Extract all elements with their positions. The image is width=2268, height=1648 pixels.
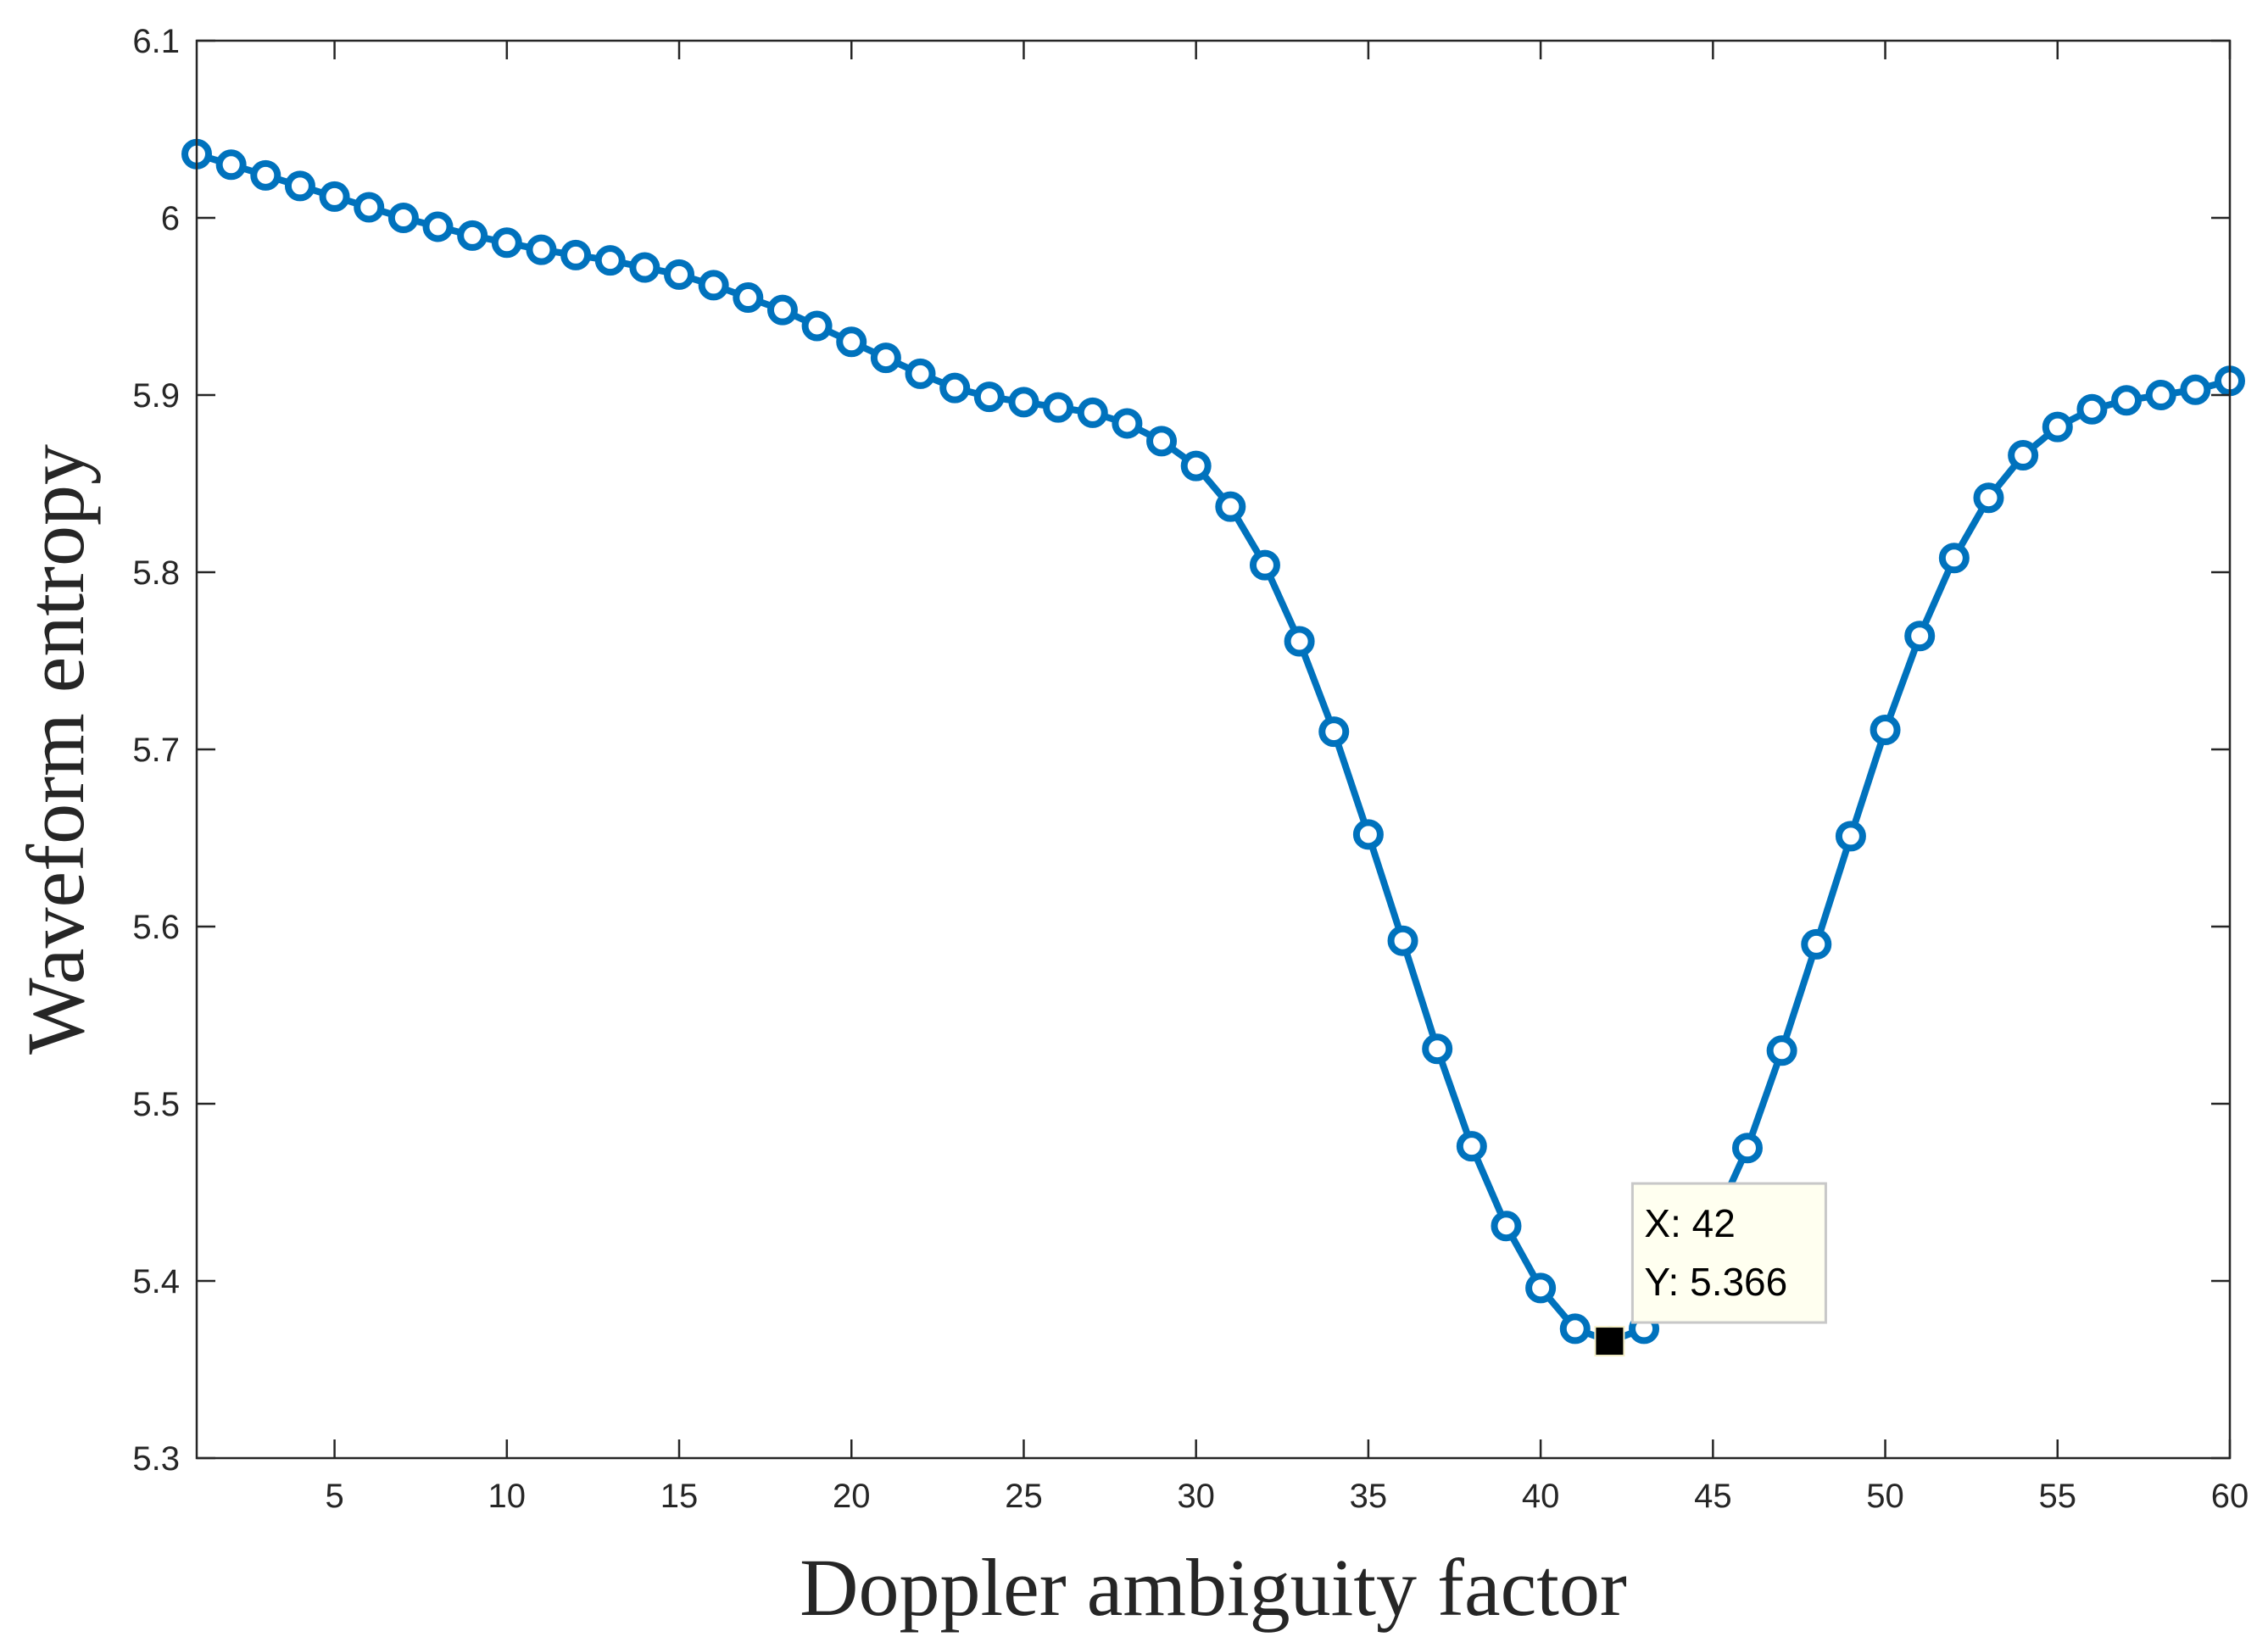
y-tick-label: 5.3: [132, 1440, 180, 1478]
x-tick-label: 35: [1350, 1478, 1388, 1515]
x-axis-title: Doppler ambiguity factor: [800, 1542, 1627, 1633]
data-point: [2008, 440, 2039, 471]
data-point: [2111, 385, 2143, 416]
data-point: [733, 282, 764, 314]
data-point: [973, 381, 1005, 413]
x-axis-ticks: 5 10 15 20 25 30 35 40 45 50 55 60: [325, 41, 2248, 1515]
y-tick-label: 5.6: [132, 909, 180, 946]
data-point: [594, 245, 626, 276]
data-point: [560, 239, 592, 270]
data-point: [801, 310, 833, 342]
data-point: [1491, 1211, 1522, 1242]
y-tick-label: 5.8: [132, 554, 180, 592]
data-point: [1352, 819, 1384, 850]
y-axis-title: Waveform entropy: [10, 444, 101, 1055]
data-point: [1422, 1033, 1453, 1065]
x-tick-label: 20: [833, 1478, 871, 1515]
y-tick-label: 5.4: [132, 1263, 180, 1300]
plot-area: [197, 41, 2230, 1458]
datatip[interactable]: X: 42 Y: 5.366: [1594, 1182, 1827, 1357]
data-point: [284, 170, 315, 202]
data-point: [1284, 626, 1315, 657]
data-point: [1835, 821, 1866, 852]
data-point: [1904, 621, 1936, 652]
data-point: [1008, 387, 1039, 418]
y-tick-label: 5.5: [132, 1086, 180, 1123]
data-point: [422, 211, 454, 242]
data-point: [2042, 411, 2073, 443]
x-tick-label: 25: [1005, 1478, 1043, 1515]
data-point: [664, 259, 695, 290]
data-point: [629, 252, 660, 283]
x-tick-label: 50: [1866, 1478, 1904, 1515]
data-point: [491, 227, 522, 259]
x-tick-label: 45: [1694, 1478, 1732, 1515]
x-tick-label: 40: [1522, 1478, 1560, 1515]
data-point: [1973, 482, 2004, 514]
data-point: [1249, 549, 1280, 581]
x-tick-label: 5: [325, 1478, 343, 1515]
y-axis-ticks: 5.3 5.4 5.5 5.6 5.7 5.8 5.9 6 6.1: [132, 23, 2230, 1478]
y-tick-label: 5.7: [132, 732, 180, 769]
x-tick-label: 30: [1177, 1478, 1215, 1515]
data-point: [1731, 1133, 1763, 1164]
data-point: [939, 372, 971, 404]
data-point: [1801, 928, 1832, 960]
data-point: [1559, 1313, 1591, 1345]
data-point: [526, 234, 557, 265]
x-tick-label: 55: [2039, 1478, 2077, 1515]
x-tick-label: 60: [2211, 1478, 2249, 1515]
y-tick-label: 5.9: [132, 377, 180, 415]
data-point: [1938, 543, 1970, 574]
data-point: [457, 220, 488, 251]
data-point: [1146, 426, 1178, 457]
data-point: [2076, 393, 2108, 425]
data-point: [1387, 925, 1418, 956]
datatip-marker[interactable]: [1594, 1326, 1625, 1357]
data-point: [905, 358, 936, 389]
data-point: [319, 181, 350, 212]
x-tick-label: 10: [488, 1478, 527, 1515]
data-point: [1870, 715, 1901, 746]
y-tick-label: 6.1: [132, 23, 180, 60]
data-point: [1766, 1035, 1797, 1066]
data-point: [1215, 491, 1246, 522]
data-point: [698, 270, 729, 301]
data-point: [870, 342, 901, 374]
datatip-y-label: Y: 5.366: [1644, 1260, 1787, 1304]
data-point: [1456, 1131, 1487, 1162]
data-point: [1112, 408, 1143, 439]
data-point: [2145, 380, 2176, 410]
data-point: [1525, 1272, 1557, 1304]
data-point: [354, 192, 385, 223]
x-tick-label: 15: [660, 1478, 699, 1515]
data-point: [215, 149, 247, 181]
data-point: [766, 294, 798, 326]
datatip-x-label: X: 42: [1644, 1201, 1735, 1245]
data-point: [1043, 392, 1074, 423]
y-tick-label: 6: [161, 200, 180, 237]
data-point: [387, 203, 419, 233]
data-point: [836, 326, 867, 358]
data-point: [2180, 374, 2211, 405]
data-point: [1077, 397, 1108, 428]
data-point: [1180, 450, 1212, 482]
datatip-box: [1630, 1182, 1827, 1324]
data-point: [250, 159, 281, 191]
data-point: [1318, 716, 1350, 748]
